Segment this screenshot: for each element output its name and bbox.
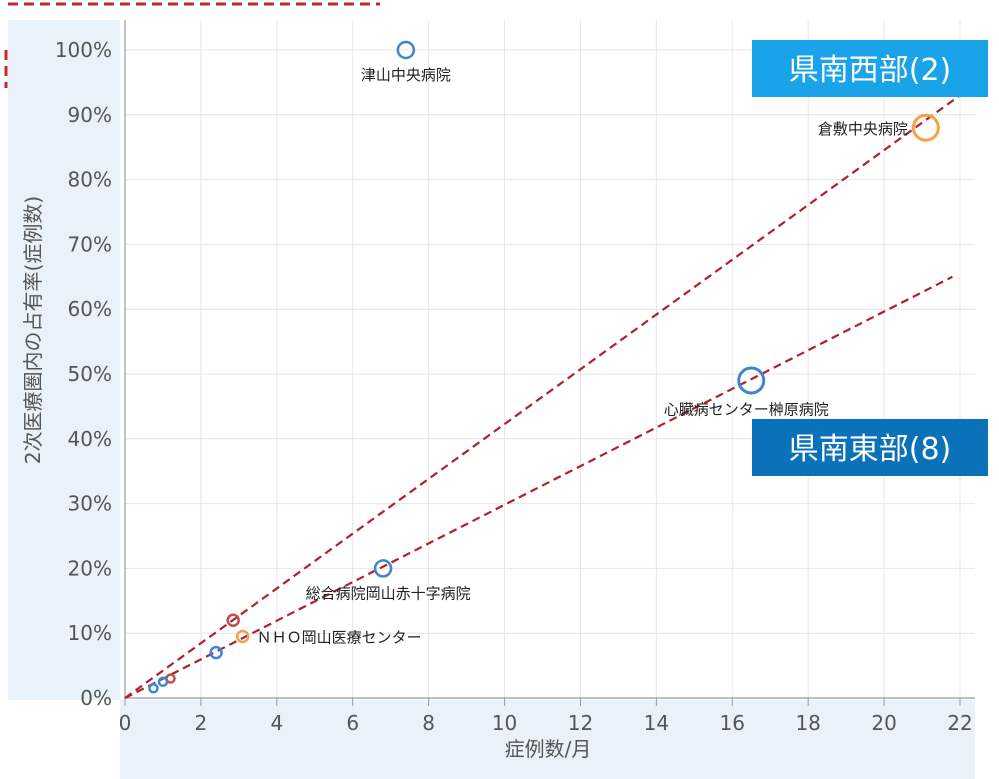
y-tick-label: 90% (68, 103, 112, 127)
region-label-southeast: 県南東部(8) (752, 419, 988, 476)
data-point (373, 559, 393, 578)
x-tick-label: 22 (947, 711, 972, 735)
y-tick-label: 0% (80, 686, 112, 710)
x-tick-label: 4 (270, 711, 283, 735)
x-tick-label: 2 (195, 711, 208, 735)
x-tick-label: 14 (644, 711, 669, 735)
y-tick-label: 40% (68, 427, 112, 451)
x-axis-panel (120, 700, 975, 779)
data-point (148, 683, 159, 694)
points (148, 40, 940, 694)
data-point (737, 366, 766, 395)
y-tick-label: 10% (68, 621, 112, 645)
data-label: ＮＨＯ岡山医療センター (257, 628, 422, 646)
x-tick-label: 18 (795, 711, 820, 735)
x-tick-label: 6 (346, 711, 359, 735)
trend-lines (124, 94, 961, 699)
grid (124, 20, 975, 699)
y-tick-label: 60% (68, 297, 112, 321)
y-axis-panel (8, 20, 120, 700)
data-label: 津山中央病院 (361, 66, 451, 84)
x-tick-label: 8 (422, 711, 435, 735)
trend-line-1 (124, 275, 953, 699)
region-label-southeast-text: 県南東部(8) (789, 432, 952, 467)
data-point (226, 613, 240, 627)
trend-line-0 (124, 94, 961, 699)
data-point (235, 629, 250, 644)
x-tick-label: 0 (119, 711, 132, 735)
y-tick-label: 30% (68, 492, 112, 516)
x-axis-title: 症例数/月 (505, 737, 592, 761)
y-tick-label: 70% (68, 232, 112, 256)
data-point (396, 40, 416, 60)
x-tick-label: 20 (871, 711, 896, 735)
data-label: 倉敷中央病院 (818, 120, 908, 138)
x-tick-label: 16 (720, 711, 745, 735)
y-tick-label: 50% (68, 362, 112, 386)
x-tick-label: 10 (492, 711, 517, 735)
y-tick-label: 80% (68, 168, 112, 192)
region-label-southwest-text: 県南西部(2) (789, 53, 952, 88)
data-point (157, 676, 169, 688)
region-label-southwest-box (752, 40, 988, 97)
y-axis-title: 2次医療圏内の占有率(症例数) (21, 196, 45, 464)
y-tick-label: 100% (55, 38, 112, 62)
data-point (911, 113, 940, 142)
x-tick-label: 12 (568, 711, 593, 735)
y-tick-label: 20% (68, 556, 112, 580)
data-label: 心臓病センター榊原病院 (664, 400, 829, 418)
data-point (209, 645, 223, 660)
region-label-southeast-box (752, 419, 988, 476)
data-label: 総合病院岡山赤十字病院 (306, 584, 471, 602)
region-label-southwest: 県南西部(2) (752, 40, 988, 97)
axes: 0 2 4 6 8 10 12 14 16 18 20 22 0% 10% 20% 30% 40% 50% 60% 7… (55, 20, 975, 735)
